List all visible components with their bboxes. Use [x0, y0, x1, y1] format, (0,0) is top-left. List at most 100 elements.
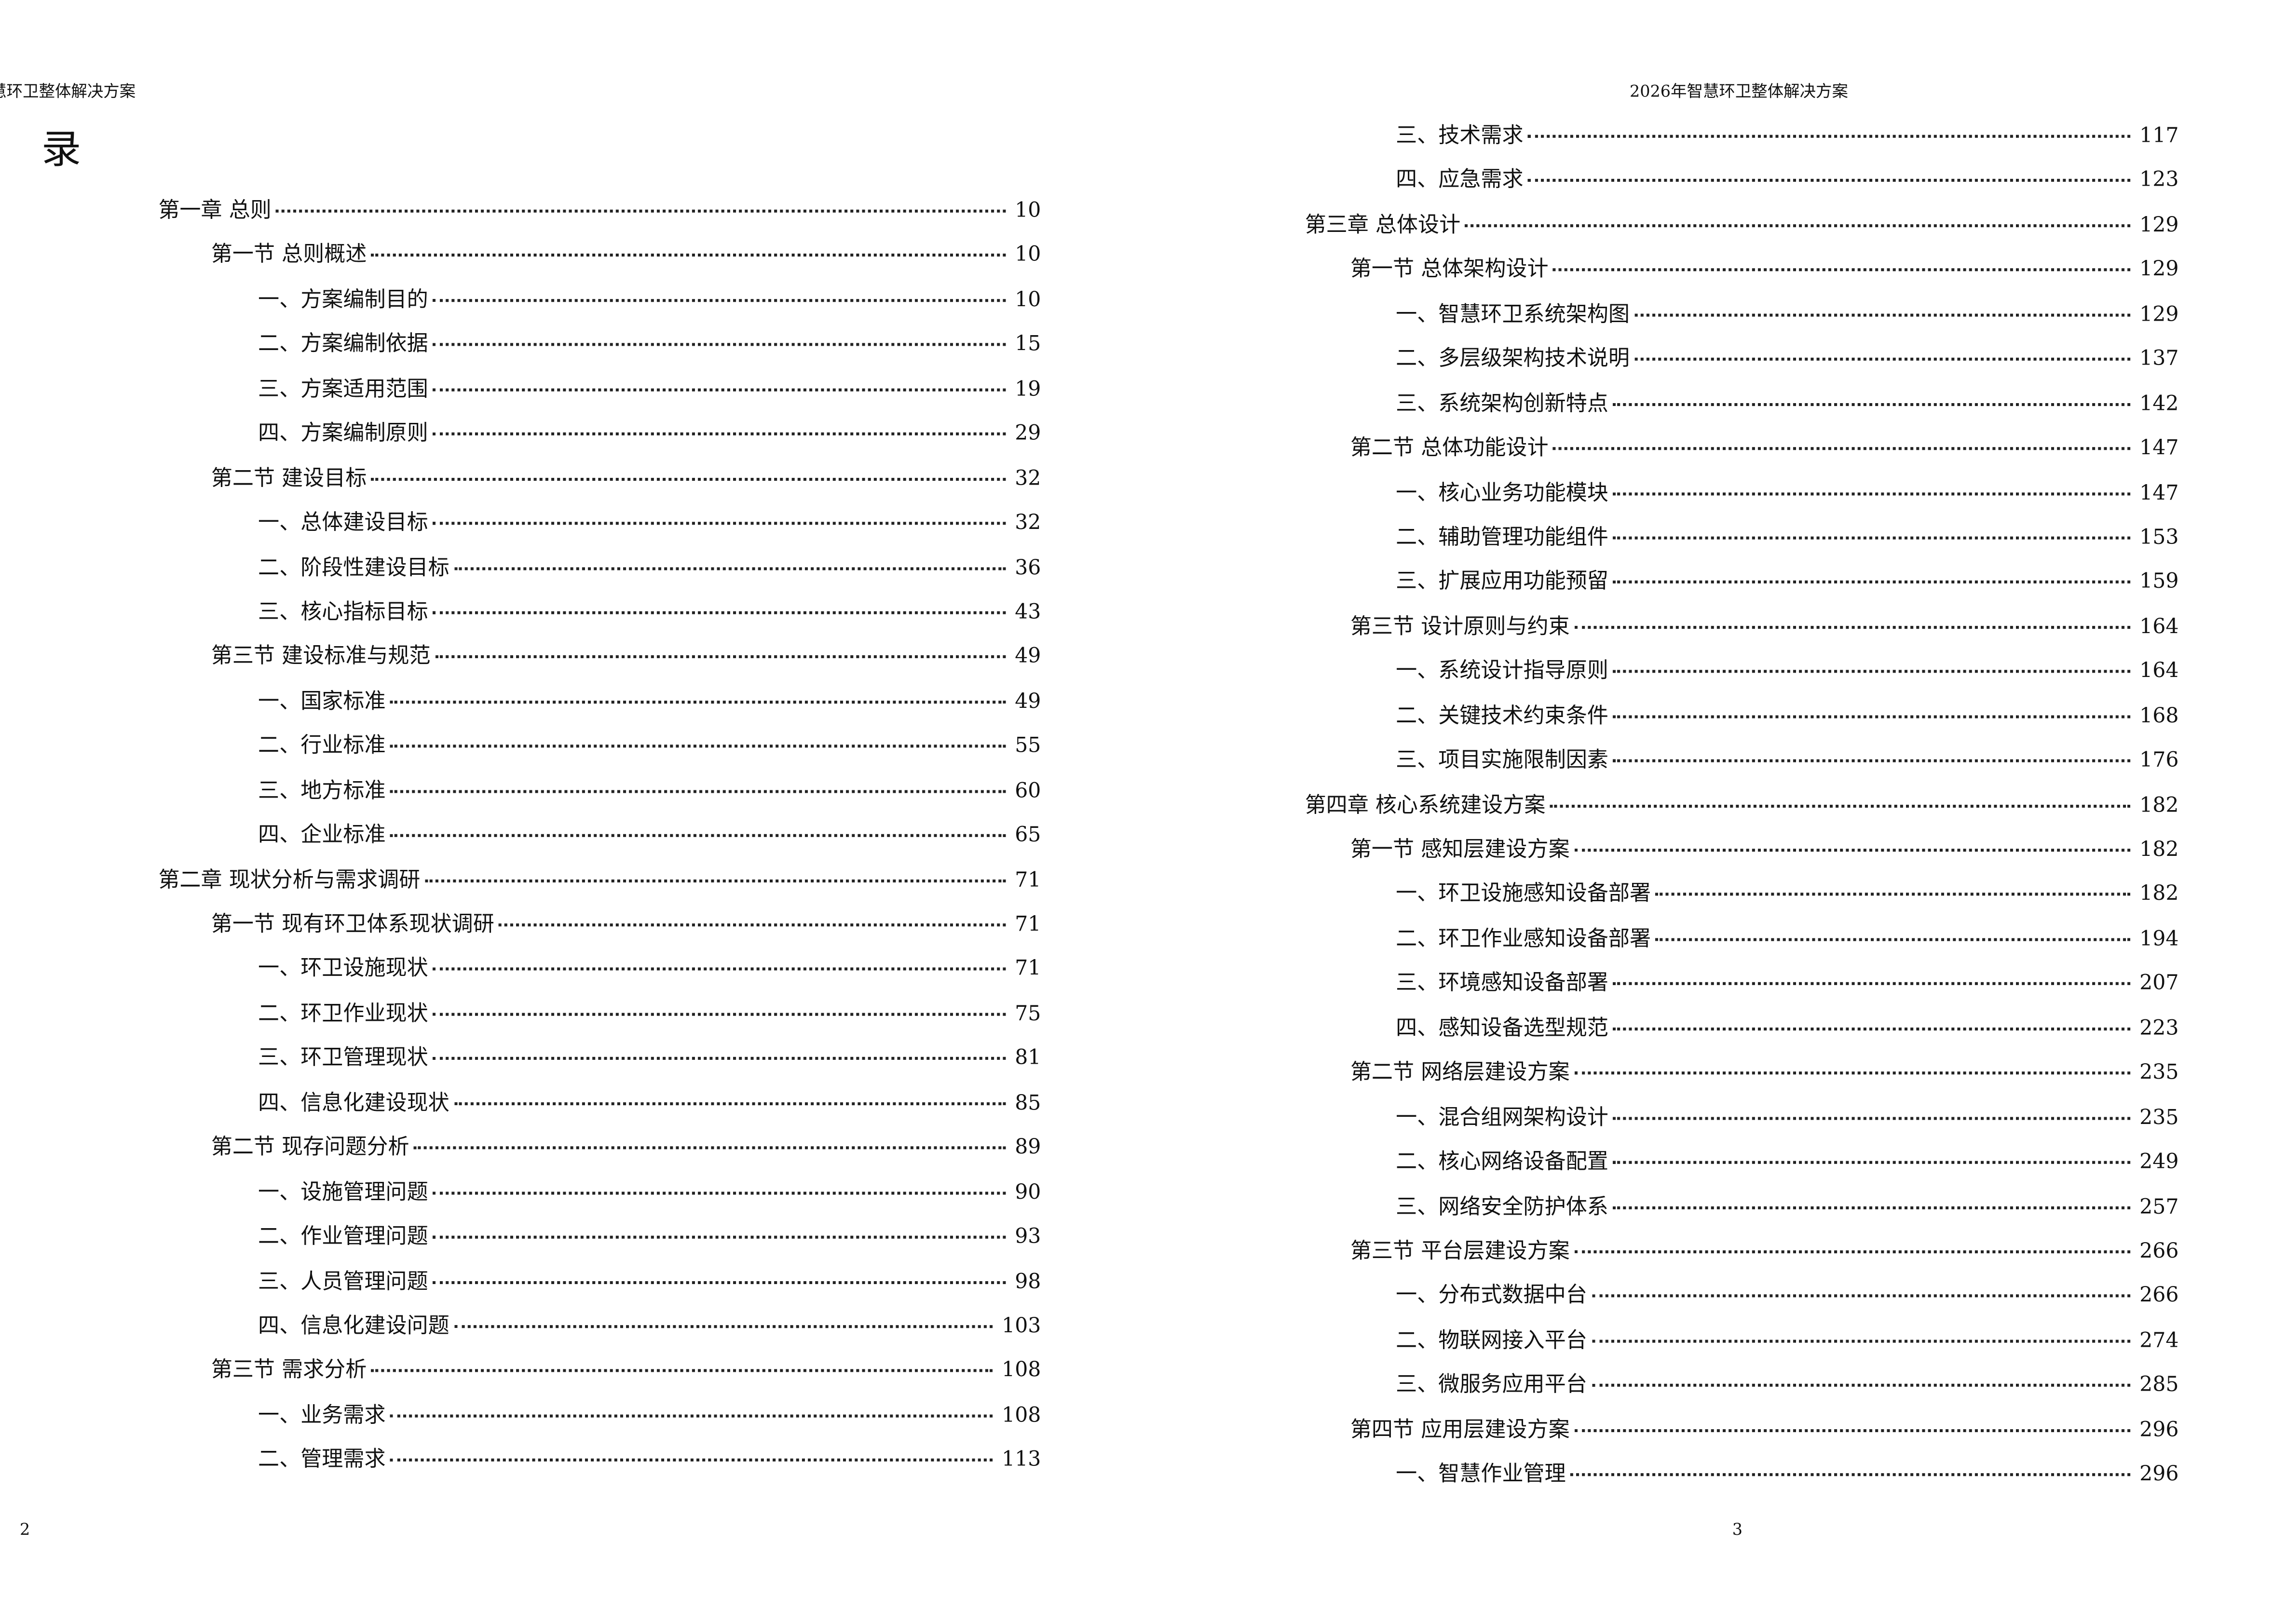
dot-leader: [1613, 402, 2131, 406]
toc-entry[interactable]: 第三章 总体设计 129: [1305, 208, 2179, 253]
toc-entry[interactable]: 一、总体建设目标 32: [158, 506, 1041, 551]
toc-entry[interactable]: 一、混合组网架构设计 235: [1305, 1100, 2178, 1145]
toc-entry[interactable]: 一、智慧作业管理 296: [1305, 1457, 2179, 1502]
toc-entry[interactable]: 第三节 需求分析 108: [158, 1353, 1041, 1398]
toc-entry-page: 137: [2139, 348, 2179, 371]
toc-entry[interactable]: 一、系统设计指导原则 164: [1305, 654, 2178, 699]
toc-entry[interactable]: 一、分布式数据中台 266: [1305, 1279, 2179, 1324]
toc-entry[interactable]: 第二节 建设目标 32: [158, 461, 1041, 506]
toc-entry[interactable]: 三、地方标准 60: [158, 773, 1041, 818]
dot-leader: [1550, 804, 2131, 807]
toc-entry[interactable]: 二、环卫作业感知设备部署 194: [1305, 922, 2178, 967]
dot-leader: [432, 522, 1006, 525]
toc-entry[interactable]: 第一节 总则概述 10: [158, 238, 1041, 283]
toc-entry[interactable]: 一、环卫设施现状 71: [158, 952, 1041, 997]
toc-entry[interactable]: 三、微服务应用平台 285: [1305, 1368, 2179, 1413]
dot-leader: [1613, 1116, 2131, 1120]
toc-entry[interactable]: 四、方案编制原则 29: [158, 417, 1041, 461]
toc-entry[interactable]: 第三节 建设标准与规范 49: [158, 640, 1041, 685]
toc-entry[interactable]: 第二节 网络层建设方案 235: [1305, 1056, 2179, 1100]
toc-entry[interactable]: 第三节 平台层建设方案 266: [1305, 1234, 2179, 1279]
toc-entry-label: 第二节 网络层建设方案: [1350, 1061, 1570, 1085]
toc-entry[interactable]: 三、项目实施限制因素 176: [1305, 744, 2178, 788]
toc-entry[interactable]: 第一节 感知层建设方案 182: [1305, 833, 2179, 878]
toc-entry-label: 三、扩展应用功能预留: [1396, 570, 1608, 595]
toc-entry[interactable]: 第三节 设计原则与约束 164: [1305, 609, 2179, 654]
toc-entry-label: 二、作业管理问题: [258, 1225, 428, 1249]
toc-entry-label: 一、方案编制目的: [258, 288, 428, 312]
toc-entry[interactable]: 一、方案编制目的 10: [158, 283, 1041, 327]
toc-entry[interactable]: 一、智慧环卫系统架构图 129: [1305, 297, 2178, 342]
toc-entry-label: 三、项目实施限制因素: [1396, 749, 1608, 773]
toc-entry[interactable]: 第二节 现存问题分析 89: [158, 1130, 1041, 1175]
toc-entry[interactable]: 四、信息化建设现状 85: [158, 1086, 1041, 1131]
toc-entry[interactable]: 四、感知设备选型规范 223: [1305, 1011, 2178, 1056]
toc-entry-label: 二、核心网络设备配置: [1396, 1150, 1608, 1175]
toc-entry-label: 二、行业标准: [258, 734, 386, 758]
toc-entry-label: 四、信息化建设现状: [258, 1092, 449, 1115]
toc-entry[interactable]: 三、技术需求 117: [1305, 119, 2178, 163]
toc-entry[interactable]: 二、物联网接入平台 274: [1305, 1324, 2178, 1368]
toc-entry[interactable]: 二、作业管理问题 93: [158, 1219, 1041, 1264]
toc-entry[interactable]: 第二章 现状分析与需求调研 71: [158, 863, 1041, 907]
toc-entry-page: 103: [1002, 1314, 1041, 1339]
toc-entry[interactable]: 三、扩展应用功能预留 159: [1305, 565, 2178, 610]
toc-entry[interactable]: 第四章 核心系统建设方案 182: [1305, 788, 2179, 833]
toc-entry-page: 285: [2139, 1374, 2179, 1397]
toc-entry[interactable]: 三、网络安全防护体系 257: [1305, 1190, 2178, 1234]
toc-entry-label: 二、多层级架构技术说明: [1396, 348, 1630, 371]
toc-entry[interactable]: 二、多层级架构技术说明 137: [1305, 342, 2179, 387]
toc-entry[interactable]: 二、管理需求 113: [158, 1443, 1041, 1488]
toc-entry-label: 第三节 需求分析: [211, 1359, 367, 1383]
toc-entry[interactable]: 第四节 应用层建设方案 296: [1305, 1413, 2179, 1458]
toc-entry-label: 三、微服务应用平台: [1396, 1374, 1587, 1397]
toc-entry-page: 296: [2139, 1463, 2179, 1487]
toc-entry[interactable]: 第一章 总则 10: [158, 193, 1041, 238]
toc-entry[interactable]: 二、阶段性建设目标 36: [158, 551, 1041, 595]
dot-leader: [435, 656, 1006, 659]
toc-entry[interactable]: 三、人员管理问题 98: [158, 1264, 1041, 1309]
toc-entry[interactable]: 一、国家标准 49: [158, 684, 1041, 729]
toc-entry[interactable]: 三、环卫管理现状 81: [158, 1041, 1041, 1086]
toc-entry-label: 一、智慧作业管理: [1396, 1463, 1566, 1487]
toc-entry[interactable]: 一、业务需求 108: [158, 1398, 1041, 1443]
toc-entry-page: 235: [2139, 1061, 2179, 1085]
toc-entry[interactable]: 一、设施管理问题 90: [158, 1175, 1041, 1220]
toc-entry[interactable]: 四、企业标准 65: [158, 818, 1041, 863]
toc-entry[interactable]: 二、环卫作业现状 75: [158, 997, 1041, 1042]
toc-entry-label: 三、地方标准: [258, 779, 386, 803]
toc-entry-label: 三、环卫管理现状: [258, 1047, 428, 1071]
toc-entry-label: 第四章 核心系统建设方案: [1305, 794, 1546, 817]
toc-entry[interactable]: 第一节 总体架构设计 129: [1305, 253, 2179, 298]
dot-leader: [432, 1235, 1006, 1239]
toc-entry[interactable]: 一、核心业务功能模块 147: [1305, 475, 2178, 520]
toc-entry[interactable]: 二、行业标准 55: [158, 729, 1041, 774]
toc-entry-page: 71: [1015, 868, 1041, 893]
page-number: 3: [1732, 1520, 1743, 1539]
toc-entry[interactable]: 三、系统架构创新特点 142: [1305, 386, 2178, 431]
toc-entry[interactable]: 二、核心网络设备配置 249: [1305, 1145, 2178, 1190]
toc-entry[interactable]: 三、核心指标目标 43: [158, 595, 1041, 640]
dot-leader: [1570, 1473, 2131, 1476]
dot-leader: [371, 477, 1006, 480]
toc-entry[interactable]: 四、信息化建设问题 103: [158, 1309, 1041, 1354]
dot-leader: [1527, 135, 2131, 138]
dot-leader: [432, 388, 1006, 391]
toc-entry[interactable]: 第二节 总体功能设计 147: [1305, 431, 2179, 476]
toc-entry[interactable]: 三、方案适用范围 19: [158, 372, 1041, 417]
toc-entry-page: 266: [2139, 1285, 2179, 1308]
toc-entry[interactable]: 四、应急需求 123: [1305, 163, 2178, 208]
toc-entry-page: 98: [1015, 1270, 1041, 1294]
dot-leader: [1613, 982, 2131, 986]
toc-entry[interactable]: 二、方案编制依据 15: [158, 327, 1041, 372]
toc-entry-label: 二、物联网接入平台: [1396, 1329, 1587, 1353]
toc-entry-label: 三、核心指标目标: [258, 601, 428, 624]
toc-entry[interactable]: 一、环卫设施感知设备部署 182: [1305, 877, 2178, 922]
dot-leader: [424, 879, 1006, 882]
toc-entry[interactable]: 第一节 现有环卫体系现状调研 71: [158, 907, 1041, 952]
toc-entry[interactable]: 二、辅助管理功能组件 153: [1305, 520, 2178, 565]
dot-leader: [1574, 849, 2131, 852]
toc-entry[interactable]: 三、环境感知设备部署 207: [1305, 966, 2178, 1011]
toc-entry[interactable]: 二、关键技术约束条件 168: [1305, 699, 2178, 744]
toc-entry-page: 29: [1015, 422, 1041, 446]
